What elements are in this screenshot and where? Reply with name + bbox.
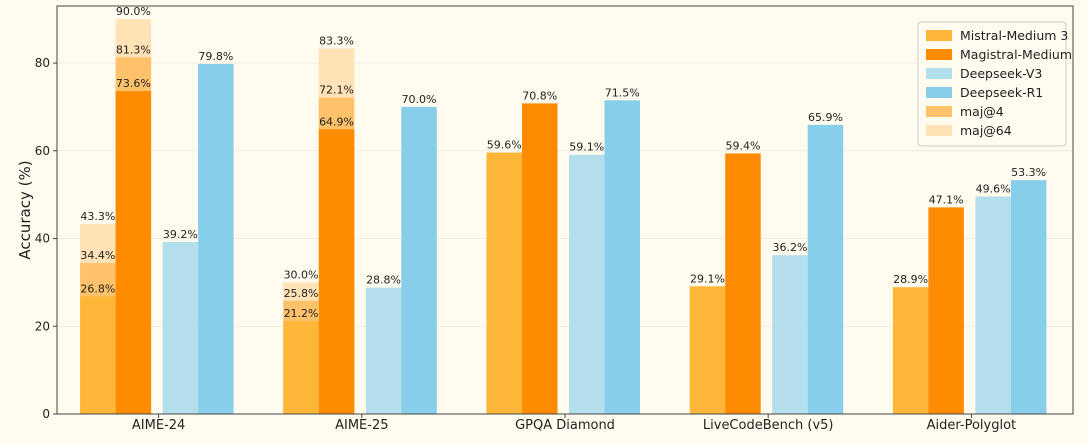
bar <box>486 152 522 414</box>
legend-label: maj@4 <box>960 104 1004 119</box>
legend-label: Magistral-Medium <box>960 47 1072 62</box>
bar-extension-label: 43.3% <box>80 210 115 223</box>
bar <box>892 287 929 414</box>
bar-value-label: 49.6% <box>976 182 1011 195</box>
legend-label: maj@64 <box>960 123 1012 138</box>
bar <box>162 242 199 414</box>
bar-value-label: 59.1% <box>569 141 604 154</box>
legend-swatch <box>926 30 952 41</box>
legend: Mistral-Medium 3 Magistral-Medium Deepseek… <box>917 21 1072 147</box>
bar-value-label: 28.8% <box>366 274 401 287</box>
bar-value-label: 47.1% <box>929 193 964 206</box>
legend-swatch <box>926 125 952 136</box>
bar-value-label: 21.2% <box>284 307 319 320</box>
legend-swatch <box>926 87 952 98</box>
bar <box>772 255 808 414</box>
y-tick-label: 80 <box>35 56 50 70</box>
bar-extension-label: 81.3% <box>116 43 151 56</box>
x-tick-label: Aider-Polyglot <box>927 418 1017 433</box>
y-tick-label: 60 <box>35 144 50 158</box>
bar <box>975 196 1011 414</box>
bar-value-label: 28.9% <box>893 273 928 286</box>
bar-value-label: 79.8% <box>198 50 233 63</box>
legend-swatch <box>926 68 952 79</box>
bar-value-label: 26.8% <box>80 282 115 295</box>
bar-value-label: 59.4% <box>725 139 760 152</box>
y-tick-label: 40 <box>35 232 50 246</box>
bar-value-label: 39.2% <box>163 228 198 241</box>
bar-extension-label: 34.4% <box>80 249 115 262</box>
bar <box>401 106 437 414</box>
x-tick-label: LiveCodeBench (v5) <box>703 418 834 433</box>
legend-swatch <box>926 106 952 117</box>
bar-extension-label: 72.1% <box>319 84 354 97</box>
bar <box>928 207 964 414</box>
bar-value-label: 71.5% <box>605 86 640 99</box>
bar <box>198 63 234 415</box>
x-axis: AIME-24 AIME-25 GPQA Diamond LiveCodeBench … <box>132 414 1016 433</box>
bar-extension-label: 83.3% <box>319 35 354 48</box>
bar-extension-label: 90.0% <box>116 5 151 18</box>
bar <box>283 320 319 414</box>
bar-value-label: 64.9% <box>319 115 354 128</box>
data-labels: 26.8% 43.3% 34.4% 73.6% 90.0% 81.3% 39.2% 79.8%… <box>80 5 1046 320</box>
bar-extension-label: 25.8% <box>284 287 319 300</box>
bar-value-label: 59.6% <box>487 139 522 152</box>
bar-extension-label: 30.0% <box>284 268 319 281</box>
bar <box>604 100 640 415</box>
y-tick-label: 0 <box>42 407 50 421</box>
bars <box>80 19 1047 415</box>
x-tick-label: AIME-24 <box>132 418 185 433</box>
bar-value-label: 53.3% <box>1011 166 1046 179</box>
bar-value-label: 65.9% <box>808 111 843 124</box>
bar <box>318 129 355 415</box>
y-axis-label: Accuracy (%) <box>16 160 34 259</box>
legend-label: Deepseek-V3 <box>960 66 1042 81</box>
bar <box>115 91 152 414</box>
legend-swatch <box>926 49 952 60</box>
y-axis: 0 20 40 60 80 <box>35 56 57 421</box>
bar-value-label: 70.8% <box>522 89 557 102</box>
bar-value-label: 73.6% <box>116 77 151 90</box>
bar <box>80 296 116 414</box>
legend-label: Mistral-Medium 3 <box>960 28 1068 43</box>
bar <box>807 124 844 414</box>
bar-value-label: 36.2% <box>772 241 807 254</box>
bar <box>689 286 726 414</box>
legend-box <box>917 21 1067 147</box>
x-tick-label: GPQA Diamond <box>515 418 615 433</box>
legend-label: Deepseek-R1 <box>960 85 1043 100</box>
x-tick-label: AIME-25 <box>335 418 388 433</box>
y-tick-label: 20 <box>35 319 50 333</box>
bar-value-label: 70.0% <box>402 93 437 106</box>
bar-value-label: 29.1% <box>690 272 725 285</box>
bar <box>522 103 558 414</box>
bar <box>365 287 402 414</box>
bar <box>725 153 761 415</box>
bar <box>1010 180 1047 414</box>
bar <box>569 154 605 414</box>
